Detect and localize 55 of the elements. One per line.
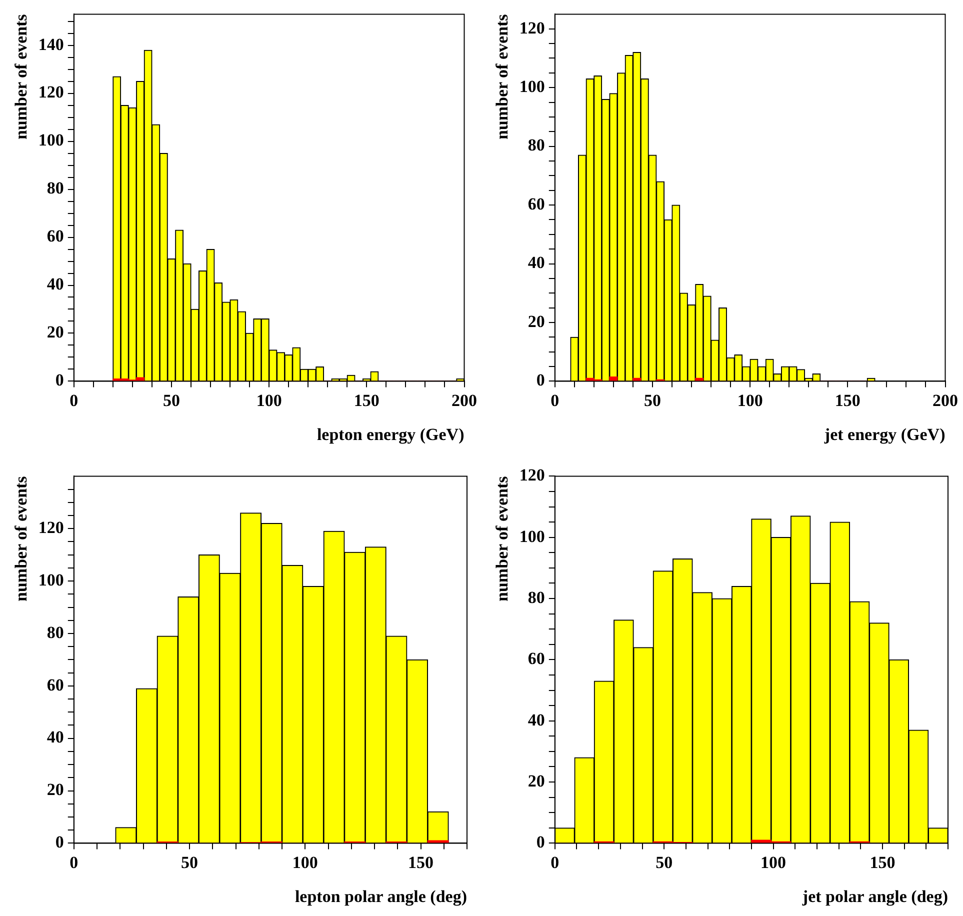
x-tick-label: 0 bbox=[70, 390, 78, 410]
x-tick-label: 200 bbox=[932, 390, 958, 410]
y-tick-label: 0 bbox=[55, 370, 64, 390]
y-tick-label: 40 bbox=[46, 728, 64, 747]
y-tick-label: 120 bbox=[519, 18, 545, 38]
x-axis-title: lepton polar angle (deg) bbox=[294, 887, 467, 906]
y-tick-label: 120 bbox=[38, 82, 64, 102]
y-tick-label: 20 bbox=[528, 312, 545, 331]
y-tick-label: 20 bbox=[46, 322, 64, 342]
y-tick-label: 80 bbox=[46, 622, 64, 642]
y-tick-label: 100 bbox=[519, 526, 545, 546]
y-tick-label: 100 bbox=[519, 76, 545, 96]
y-tick-label: 80 bbox=[46, 178, 64, 198]
x-tick-label: 50 bbox=[656, 852, 673, 872]
y-axis-title: number of events bbox=[492, 14, 512, 140]
y-tick-label: 120 bbox=[38, 518, 64, 538]
y-tick-label: 80 bbox=[528, 136, 545, 155]
y-tick-label: 20 bbox=[46, 780, 64, 800]
y-tick-label: 0 bbox=[536, 832, 545, 852]
x-tick-label: 0 bbox=[550, 852, 560, 872]
y-axis-title: number of events bbox=[12, 14, 31, 140]
x-tick-label: 200 bbox=[452, 390, 477, 410]
x-tick-label: 50 bbox=[644, 390, 661, 410]
y-tick-label: 20 bbox=[528, 771, 545, 790]
y-tick-label: 80 bbox=[528, 588, 545, 607]
y-tick-label: 100 bbox=[38, 130, 64, 150]
x-tick-label: 150 bbox=[870, 852, 896, 872]
y-tick-label: 0 bbox=[55, 832, 64, 852]
y-axis-title: number of events bbox=[492, 476, 512, 602]
x-tick-label: 150 bbox=[834, 390, 860, 410]
x-axis-title: jet energy (GeV) bbox=[823, 425, 946, 444]
x-tick-label: 100 bbox=[760, 852, 786, 872]
y-tick-label: 60 bbox=[46, 226, 64, 246]
x-tick-label: 0 bbox=[550, 390, 560, 410]
y-tick-label: 60 bbox=[528, 194, 545, 214]
x-tick-label: 0 bbox=[70, 852, 78, 872]
y-tick-label: 120 bbox=[519, 466, 545, 485]
x-tick-label: 100 bbox=[737, 390, 763, 410]
x-tick-label: 150 bbox=[408, 852, 434, 872]
x-tick-label: 100 bbox=[292, 852, 318, 872]
y-tick-label: 60 bbox=[528, 649, 545, 668]
y-tick-label: 40 bbox=[528, 710, 545, 730]
y-tick-label: 40 bbox=[46, 274, 64, 294]
y-tick-label: 60 bbox=[46, 675, 64, 694]
y-tick-label: 140 bbox=[38, 34, 64, 54]
y-axis-title: number of events bbox=[12, 476, 31, 602]
y-tick-label: 100 bbox=[38, 570, 64, 590]
x-axis-title: jet polar angle (deg) bbox=[801, 887, 948, 906]
y-tick-label: 0 bbox=[536, 370, 545, 390]
x-tick-label: 50 bbox=[162, 390, 180, 410]
y-tick-label: 40 bbox=[528, 253, 545, 272]
x-tick-label: 50 bbox=[181, 852, 198, 872]
x-tick-label: 150 bbox=[354, 390, 380, 410]
x-tick-label: 100 bbox=[256, 390, 282, 410]
x-axis-title: lepton energy (GeV) bbox=[316, 425, 464, 444]
